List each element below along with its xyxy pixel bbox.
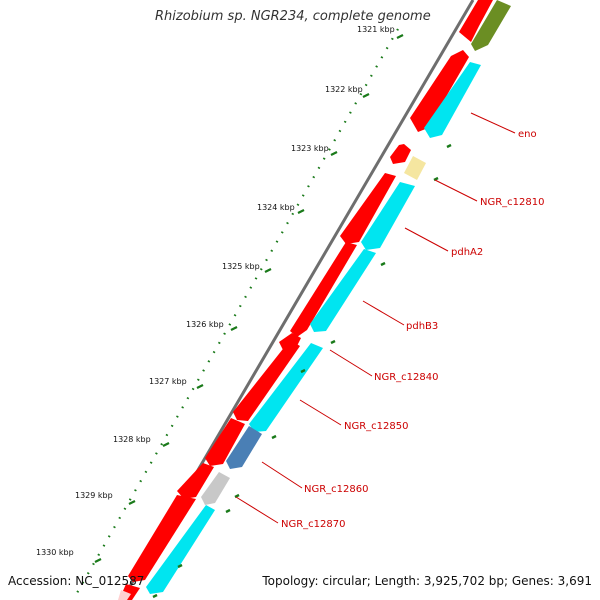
tick-label: 1327 kbp [149,377,187,386]
genome-title: Rhizobium sp. NGR234, complete genome [155,9,431,24]
cyan-feature-track [146,62,481,594]
cds-feature [410,50,469,132]
cds-feature [459,0,493,42]
gene-label-ngr-c12810: NGR_c12810 [480,197,545,208]
olive-feature [471,0,511,51]
cyan-feature [361,182,415,250]
cds-feature [290,242,357,337]
cds-feature [390,144,411,164]
ruler-dotted-line [72,28,399,600]
cyan-feature [249,343,323,432]
tick-label: 1328 kbp [113,435,151,444]
tick-label: 1321 kbp [357,25,395,34]
callout-lines [235,112,516,524]
inner-ticks [152,143,452,599]
pale-yellow-feature [404,156,426,180]
pink-feature [118,590,131,600]
cds-feature [205,418,245,466]
gene-label-eno: eno [518,129,537,140]
steel-blue-feature [226,426,262,469]
forward-cds-track [119,0,493,600]
gene-label-ngr-c12840: NGR_c12840 [374,372,439,383]
accession-text: Accession: NC_012587 [8,574,145,588]
cyan-feature [424,62,481,138]
gene-label-ngr-c12860: NGR_c12860 [304,484,369,495]
gray-feature [201,472,230,505]
cds-feature [177,463,214,499]
tick-label: 1325 kbp [222,262,260,271]
tick-label: 1323 kbp [291,144,329,153]
cds-feature [340,173,396,244]
tick-label: 1330 kbp [36,548,74,557]
tick-label: 1324 kbp [257,203,295,212]
tick-label: 1322 kbp [325,85,363,94]
tick-label: 1326 kbp [186,320,224,329]
tick-label: 1329 kbp [75,491,113,500]
gene-label-ngr-c12850: NGR_c12850 [344,421,409,432]
gene-label-ngr-c12870: NGR_c12870 [281,519,346,530]
cds-feature [128,495,196,582]
cds-feature [233,340,300,421]
gene-label-pdhb3: pdhB3 [406,321,438,332]
tick-labels: 1321 kbp 1322 kbp 1323 kbp 1324 kbp 1325… [36,25,395,557]
cyan-feature [146,505,215,594]
tick-marks [94,34,404,563]
cyan-feature [310,249,376,332]
gene-label-pdha2: pdhA2 [451,247,483,258]
gene-labels: eno NGR_c12810 pdhA2 pdhB3 NGR_c12840 NG… [281,129,545,530]
topology-text: Topology: circular; Length: 3,925,702 bp… [262,574,592,588]
